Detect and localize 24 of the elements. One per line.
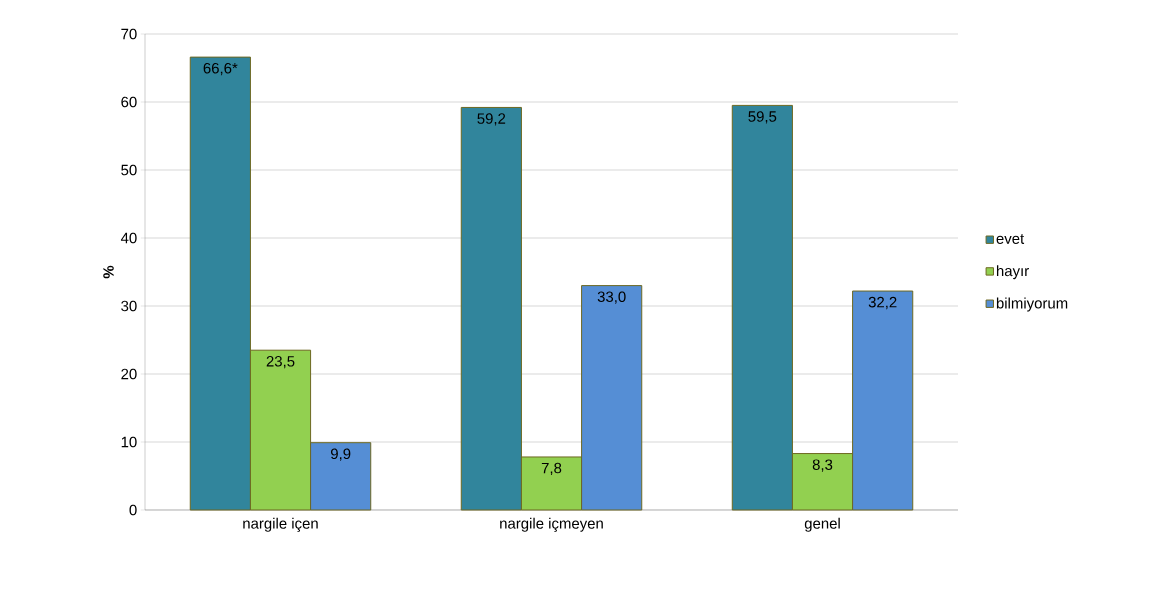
legend-label: bilmiyorum xyxy=(996,297,1068,312)
y-axis-title: % xyxy=(103,265,114,279)
y-tick-label: 40 xyxy=(120,232,137,244)
x-tick-label: genel xyxy=(804,517,840,532)
y-tick-label: 60 xyxy=(121,96,137,108)
legend-label: hayır xyxy=(996,265,1029,280)
y-tick-label: 70 xyxy=(121,28,137,40)
data-label: 9,9 xyxy=(330,448,351,461)
y-tick-label: 10 xyxy=(121,436,137,448)
data-label: 59,5 xyxy=(748,111,777,124)
data-label: 23,5 xyxy=(266,356,295,369)
data-label: 66,6* xyxy=(203,62,238,76)
data-label: 59,2 xyxy=(477,113,506,126)
data-label: 33,0 xyxy=(597,291,626,304)
y-tick-label: 20 xyxy=(121,368,137,380)
y-tick-label: 30 xyxy=(121,300,137,312)
y-tick-label: 50 xyxy=(121,164,137,176)
legend-label: evet xyxy=(996,234,1025,244)
x-tick-label: nargile içen xyxy=(243,517,318,532)
data-label: 32,2 xyxy=(868,296,897,310)
data-label: 8,3 xyxy=(812,459,833,472)
data-label: 7,8 xyxy=(541,462,562,476)
y-tick-label: 0 xyxy=(129,504,137,516)
x-tick-label: nargile içmeyen xyxy=(500,517,603,532)
